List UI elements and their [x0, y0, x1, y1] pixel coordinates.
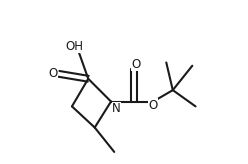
Text: O: O — [132, 58, 141, 71]
Text: O: O — [149, 99, 158, 112]
Text: OH: OH — [65, 40, 83, 53]
Text: O: O — [49, 67, 58, 80]
Text: N: N — [112, 102, 121, 115]
